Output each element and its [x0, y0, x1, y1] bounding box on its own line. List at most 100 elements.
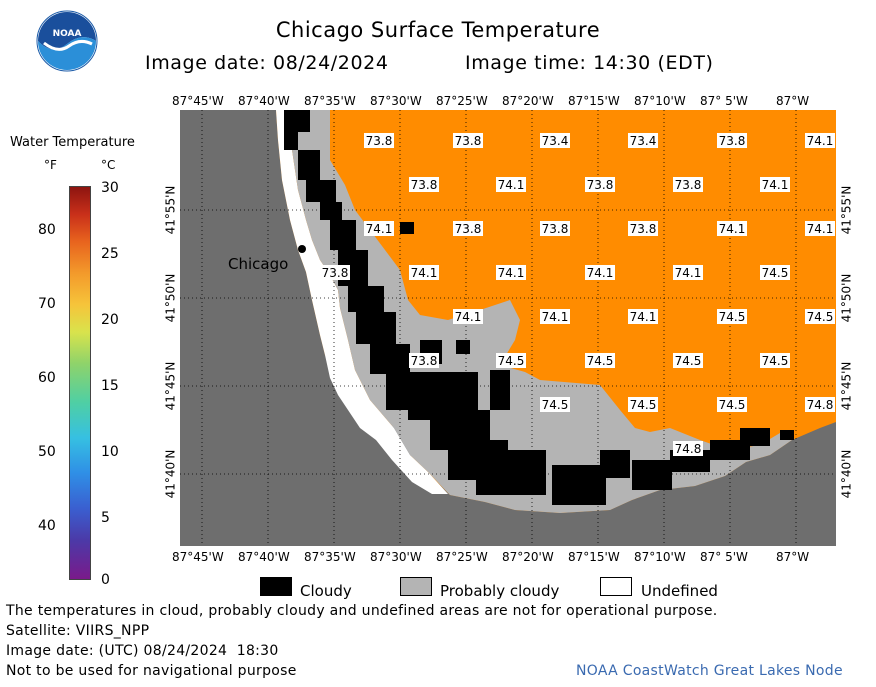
city-label: Chicago [228, 255, 288, 273]
undefined-strip [276, 110, 448, 494]
temp-label: 74.1 [540, 309, 570, 324]
svg-text:73.8: 73.8 [322, 266, 349, 280]
temp-label: 74.1 [364, 221, 394, 236]
svg-text:73.8: 73.8 [411, 354, 438, 368]
legend-probably-cloudy-label: Probably cloudy [440, 582, 560, 600]
svg-text:73.8: 73.8 [366, 134, 393, 148]
temp-label: 73.8 [540, 221, 570, 236]
temp-label: 74.5 [540, 397, 570, 412]
image-time: Image time: 14:30 (EDT) [465, 52, 714, 74]
temp-label: 73.8 [364, 133, 394, 148]
temp-label: 74.5 [717, 309, 747, 324]
svg-text:73.8: 73.8 [587, 178, 614, 192]
colorbar-unit-c: °C [101, 158, 116, 172]
temp-label: 74.5 [585, 353, 615, 368]
lon-bottom-0: 87°45'W [172, 550, 224, 564]
temp-label: 74.1 [453, 309, 483, 324]
svg-text:74.8: 74.8 [807, 398, 834, 412]
lat-right-3: 41°40'N [839, 449, 854, 499]
lon-bottom-4: 87°25'W [436, 550, 488, 564]
temp-label: 74.1 [496, 265, 526, 280]
svg-text:74.5: 74.5 [675, 354, 702, 368]
svg-text:74.1: 74.1 [675, 266, 702, 280]
f-tick-80: 80 [38, 222, 56, 238]
lon-bottom-2: 87°35'W [304, 550, 356, 564]
c-tick-20: 20 [101, 312, 119, 328]
svg-text:74.5: 74.5 [587, 354, 614, 368]
temperature-map: Chicago 73.8 73.8 73.4 73.4 73.8 74.1 73… [180, 110, 836, 546]
lat-left-0: 41°55'N [163, 185, 178, 235]
temp-label: 74.1 [805, 133, 835, 148]
legend-swatch-cloudy [260, 577, 292, 596]
svg-text:74.5: 74.5 [807, 310, 834, 324]
temp-label: 74.5 [496, 353, 526, 368]
lat-left-1: 41°50'N [163, 273, 178, 323]
temp-label: 74.1 [628, 309, 658, 324]
svg-text:73.8: 73.8 [455, 134, 482, 148]
temp-label: 73.8 [673, 177, 703, 192]
lon-top-1: 87°40'W [238, 94, 290, 108]
temp-label: 73.8 [453, 221, 483, 236]
c-tick-15: 15 [101, 378, 119, 394]
f-tick-50: 50 [38, 444, 56, 460]
temp-label: 74.1 [585, 265, 615, 280]
lat-left-2: 41°45'N [163, 361, 178, 411]
temp-label: 73.8 [320, 265, 350, 280]
svg-text:73.8: 73.8 [675, 178, 702, 192]
svg-text:74.1: 74.1 [587, 266, 614, 280]
svg-text:74.1: 74.1 [498, 178, 525, 192]
chicago-marker [298, 245, 306, 253]
svg-text:74.5: 74.5 [498, 354, 525, 368]
footer-disclaimer: The temperatures in cloud, probably clou… [6, 603, 718, 619]
lon-top-0: 87°45'W [172, 94, 224, 108]
svg-text:74.1: 74.1 [411, 266, 438, 280]
svg-text:74.1: 74.1 [762, 178, 789, 192]
lat-right-0: 41°55'N [839, 185, 854, 235]
legend-swatch-probably-cloudy [400, 577, 432, 596]
svg-text:74.5: 74.5 [762, 266, 789, 280]
svg-text:74.5: 74.5 [719, 398, 746, 412]
svg-text:74.8: 74.8 [675, 442, 702, 456]
graticule [180, 110, 836, 546]
temp-label: 74.1 [673, 265, 703, 280]
temperature-labels: 73.8 73.8 73.4 73.4 73.8 74.1 73.8 74.1 … [320, 133, 835, 456]
f-tick-60: 60 [38, 370, 56, 386]
temp-label: 74.5 [673, 353, 703, 368]
footer-utc-date: Image date: (UTC) 08/24/2024 18:30 [6, 643, 279, 659]
lon-top-5: 87°20'W [502, 94, 554, 108]
lon-top-3: 87°30'W [370, 94, 422, 108]
temp-label: 74.5 [760, 353, 790, 368]
svg-text:74.5: 74.5 [630, 398, 657, 412]
footer-navigation-note: Not to be used for navigational purpose [6, 663, 297, 679]
svg-text:74.1: 74.1 [455, 310, 482, 324]
temp-label: 73.4 [628, 133, 658, 148]
svg-text:74.1: 74.1 [630, 310, 657, 324]
svg-text:73.4: 73.4 [542, 134, 569, 148]
image-date: Image date: 08/24/2024 [145, 52, 389, 74]
lon-bottom-9: 87°W [776, 550, 810, 564]
temp-label: 73.8 [717, 133, 747, 148]
svg-text:74.5: 74.5 [762, 354, 789, 368]
temp-label: 74.8 [673, 441, 703, 456]
lon-bottom-6: 87°15'W [568, 550, 620, 564]
page-title: Chicago Surface Temperature [275, 18, 601, 42]
lon-top-8: 87° 5'W [700, 94, 748, 108]
lon-top-2: 87°35'W [304, 94, 356, 108]
temp-label: 73.8 [453, 133, 483, 148]
temp-label: 74.5 [717, 397, 747, 412]
lon-bottom-1: 87°40'W [238, 550, 290, 564]
noaa-logo-text: NOAA [53, 29, 82, 39]
temp-label: 73.8 [409, 177, 439, 192]
legend-cloudy-label: Cloudy [300, 582, 352, 600]
lat-right-2: 41°45'N [839, 361, 854, 411]
svg-text:74.5: 74.5 [542, 398, 569, 412]
c-tick-25: 25 [101, 246, 119, 262]
temp-label: 74.5 [760, 265, 790, 280]
svg-text:73.8: 73.8 [719, 134, 746, 148]
svg-text:74.5: 74.5 [719, 310, 746, 324]
temp-label: 74.1 [496, 177, 526, 192]
lon-top-9: 87°W [776, 94, 810, 108]
footer-satellite: Satellite: VIIRS_NPP [6, 623, 150, 639]
f-tick-70: 70 [38, 296, 56, 312]
c-tick-10: 10 [101, 444, 119, 460]
